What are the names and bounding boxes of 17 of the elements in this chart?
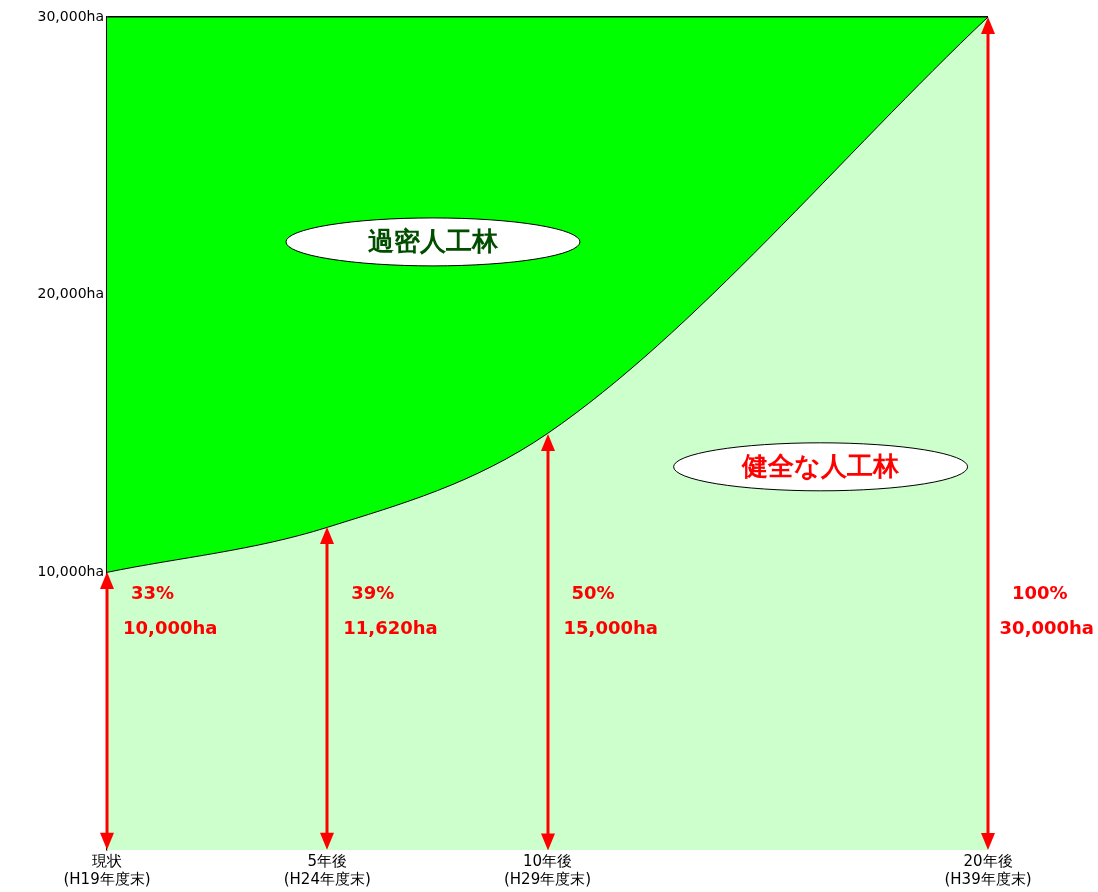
annotation: 15,000ha bbox=[563, 617, 658, 639]
x-tick-label: 10年後 (H29年度末) bbox=[503, 851, 592, 888]
annotation: 50% bbox=[571, 582, 615, 604]
annotation: 11,620ha bbox=[343, 617, 438, 639]
text: 30,000ha bbox=[999, 617, 1094, 639]
series-label: 過密人工林 bbox=[367, 225, 499, 256]
x-tick-label: 現状 (H19年度末) bbox=[63, 851, 151, 888]
y-tick-label: 20,000ha bbox=[37, 285, 104, 302]
x-tick-label: 5年後 (H24年度末) bbox=[283, 851, 371, 888]
annotation: 39% bbox=[351, 582, 395, 604]
y-tick-label: 30,000ha bbox=[37, 7, 104, 24]
x-tick-label: 20年後 (H39年度末) bbox=[944, 851, 1032, 888]
y-tick-label: 10,000ha bbox=[37, 562, 104, 579]
text: 100% bbox=[1012, 582, 1068, 604]
annotation: 10,000ha bbox=[123, 617, 218, 639]
annotation: 33% bbox=[131, 582, 175, 604]
series-label: 健全な人工林 bbox=[741, 450, 901, 481]
